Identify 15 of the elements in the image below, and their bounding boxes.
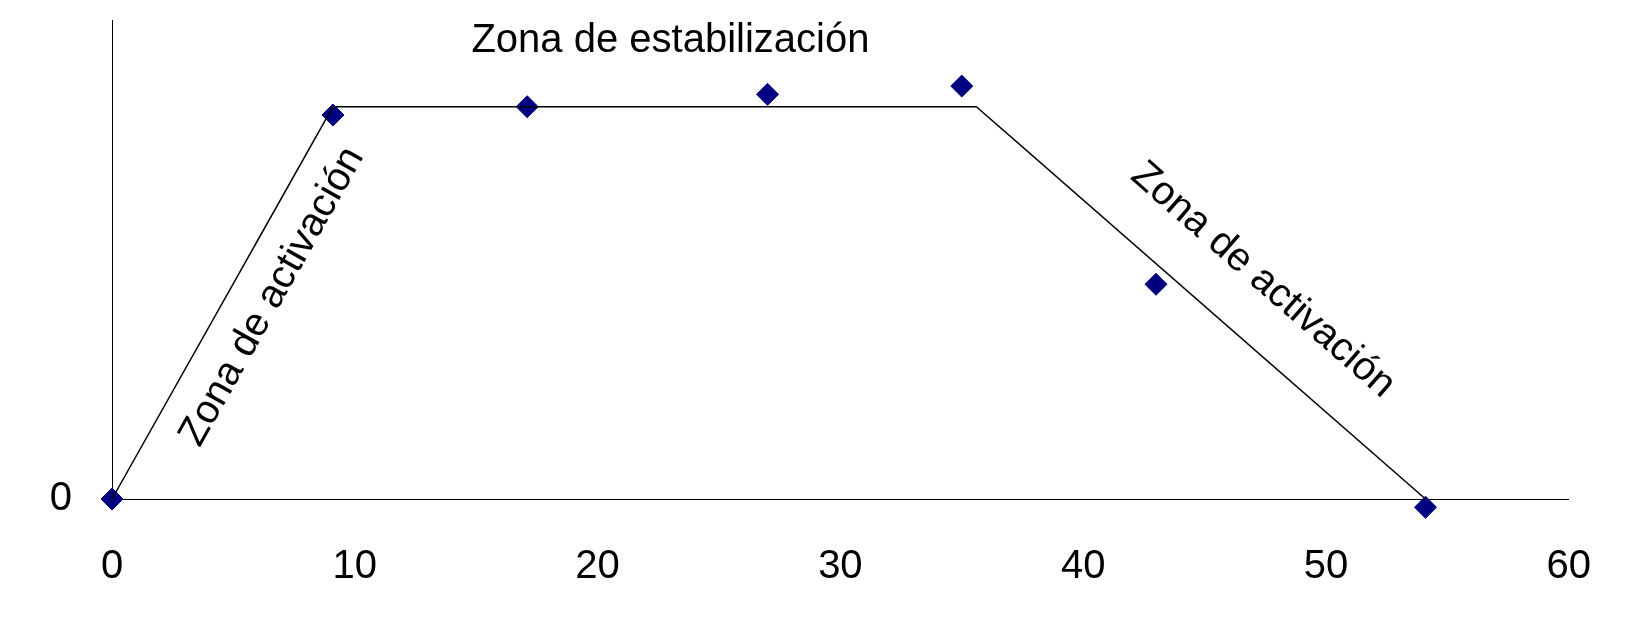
x-tick-label: 0: [100, 542, 124, 587]
point: [1144, 272, 1168, 296]
x-tick-label: 50: [1303, 542, 1349, 587]
point: [1414, 495, 1438, 519]
point: [515, 95, 539, 119]
point: [950, 74, 974, 98]
point: [100, 487, 124, 511]
text: Zona de estabilización: [471, 15, 870, 60]
x-tick-label: 60: [1546, 542, 1591, 587]
x-tick-label: 30: [818, 542, 863, 587]
point: [756, 82, 780, 106]
text: 0: [49, 474, 72, 519]
x-tick-label: 40: [1060, 542, 1106, 587]
x-tick-label: 10: [332, 542, 378, 587]
x-tick-label: 20: [575, 542, 620, 587]
